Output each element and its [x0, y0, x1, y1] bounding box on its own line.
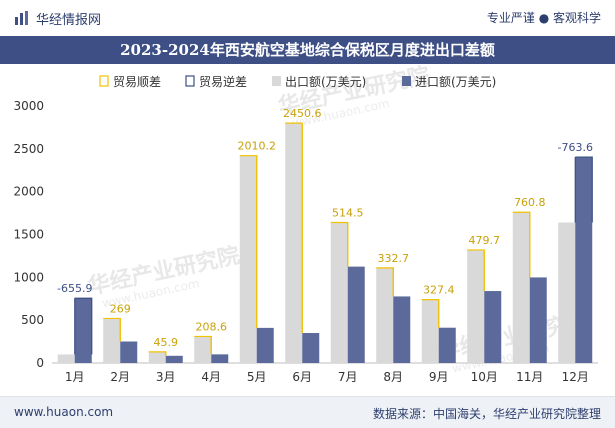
- export-bar: [330, 222, 348, 363]
- export-bar: [285, 123, 303, 363]
- import-bar: [347, 266, 365, 363]
- data-source: 数据来源：中国海关，华经产业研究院整理: [372, 407, 601, 421]
- website-link[interactable]: www.huaon.com: [14, 405, 114, 419]
- y-tick-label: 500: [21, 313, 44, 327]
- tagline: 专业严谨 ● 客观科学: [486, 11, 601, 25]
- export-bar: [376, 267, 394, 363]
- brand-name: 华经情报网: [36, 13, 102, 28]
- x-tick-label: 8月: [383, 370, 403, 384]
- legend-swatch: [402, 76, 411, 86]
- deficit-outline: [575, 156, 593, 223]
- import-bar: [302, 333, 320, 363]
- x-tick-label: 5月: [247, 370, 267, 384]
- x-tick-label: 12月: [562, 370, 589, 384]
- export-bar: [558, 222, 576, 363]
- import-bar: [211, 354, 229, 363]
- import-bar: [256, 327, 274, 363]
- y-tick-label: 2000: [13, 185, 44, 199]
- deficit-data-label: -763.6: [558, 141, 593, 154]
- export-bar: [239, 155, 257, 363]
- legend-label: 进口额(万美元): [415, 75, 496, 89]
- export-bar: [103, 318, 121, 363]
- legend-swatch: [99, 75, 109, 87]
- top-bar: 华经情报网 专业严谨 ● 客观科学: [0, 0, 615, 36]
- x-tick-label: 10月: [471, 370, 498, 384]
- chart-title: 2023-2024年西安航空基地综合保税区月度进出口差额: [0, 36, 615, 64]
- huajing-logo-icon: [15, 11, 28, 25]
- deficit-data-label: -655.9: [57, 282, 92, 295]
- y-tick-label: 3000: [13, 99, 44, 113]
- x-tick-label: 11月: [516, 370, 543, 384]
- export-bar: [512, 212, 530, 363]
- legend-swatch: [185, 75, 195, 87]
- import-bar: [165, 355, 183, 363]
- surplus-data-label: 479.7: [469, 234, 501, 247]
- export-bar: [421, 299, 439, 363]
- import-bar: [484, 291, 502, 363]
- surplus-data-label: 45.9: [154, 336, 179, 349]
- y-tick-label: 1500: [13, 228, 44, 242]
- x-tick-label: 4月: [201, 370, 221, 384]
- import-bar: [529, 277, 547, 363]
- x-tick-label: 3月: [156, 370, 176, 384]
- export-bar: [148, 351, 166, 363]
- legend-label: 出口额(万美元): [285, 75, 366, 89]
- y-tick-label: 0: [36, 356, 44, 370]
- surplus-data-label: 760.8: [514, 196, 546, 209]
- legend-swatch: [272, 76, 281, 86]
- surplus-data-label: 2010.2: [238, 140, 277, 153]
- y-tick-label: 1000: [13, 270, 44, 284]
- surplus-data-label: 332.7: [378, 252, 410, 265]
- legend-label: 贸易逆差: [199, 74, 247, 89]
- import-bar: [120, 341, 138, 363]
- surplus-data-label: 208.6: [196, 320, 228, 333]
- deficit-outline: [74, 297, 93, 355]
- import-bar: [438, 327, 456, 363]
- export-bar: [194, 336, 212, 363]
- legend-label: 贸易顺差: [113, 75, 161, 89]
- trade-balance-chart: 华经产业研究院www.huaon.com华经产业研究院www.huaon.com…: [13, 64, 598, 384]
- export-bar: [57, 354, 75, 363]
- import-bar: [575, 157, 593, 363]
- x-tick-label: 7月: [338, 370, 358, 384]
- import-bar: [393, 296, 411, 363]
- x-tick-label: 9月: [429, 370, 449, 384]
- surplus-data-label: 327.4: [423, 284, 455, 297]
- x-tick-label: 1月: [65, 370, 85, 384]
- surplus-data-label: 269: [110, 302, 131, 315]
- surplus-data-label: 514.5: [332, 207, 364, 220]
- footer: www.huaon.com 数据来源：中国海关，华经产业研究院整理: [0, 396, 615, 428]
- import-bar: [74, 298, 92, 363]
- surplus-data-label: 2450.6: [283, 107, 322, 120]
- x-tick-label: 6月: [292, 370, 312, 384]
- y-tick-label: 2500: [13, 142, 44, 156]
- export-bar: [467, 249, 485, 363]
- x-tick-label: 2月: [110, 370, 130, 384]
